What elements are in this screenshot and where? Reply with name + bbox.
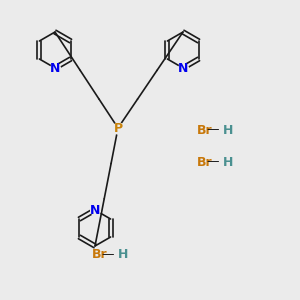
Text: N: N (50, 61, 60, 74)
Text: Br: Br (197, 124, 213, 136)
Text: H: H (223, 124, 233, 136)
Text: Br: Br (92, 248, 108, 262)
Text: H: H (118, 248, 128, 262)
Text: N: N (178, 61, 188, 74)
Text: —: — (207, 124, 219, 136)
Text: N: N (90, 203, 100, 217)
Text: —: — (102, 248, 114, 262)
Text: —: — (207, 155, 219, 169)
Text: Br: Br (197, 155, 213, 169)
Text: H: H (223, 155, 233, 169)
Text: P: P (113, 122, 123, 134)
